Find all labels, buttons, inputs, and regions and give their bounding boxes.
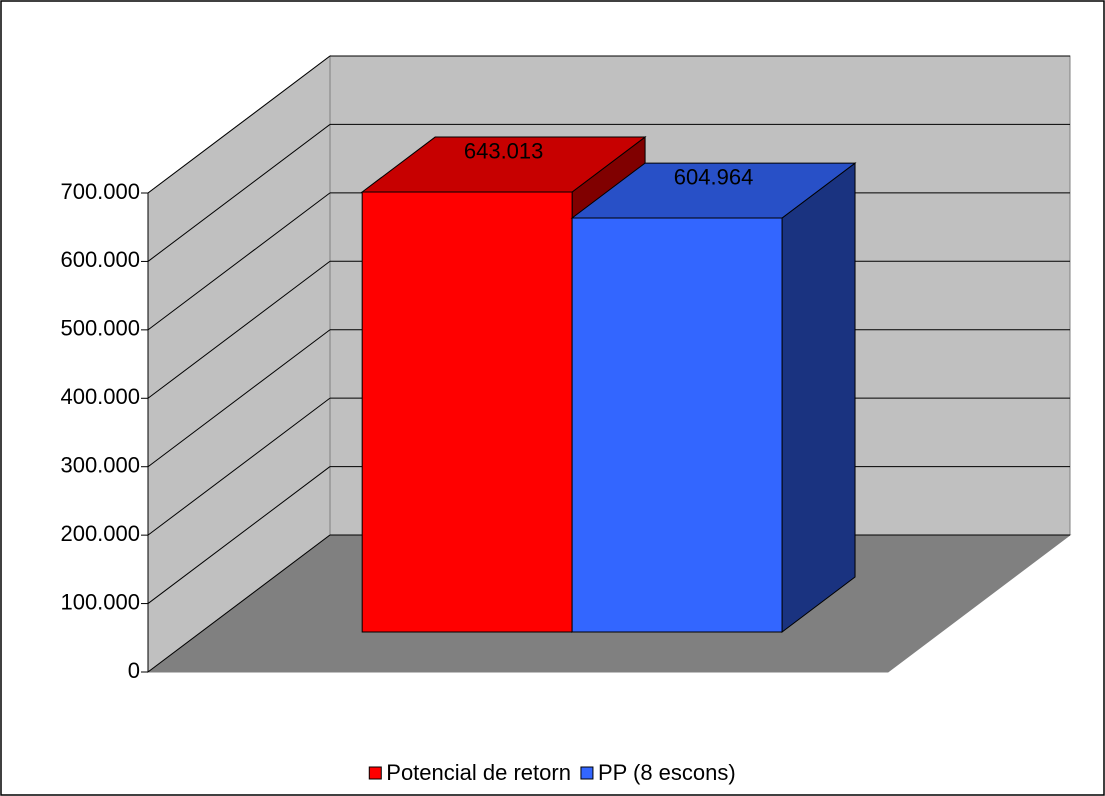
bar <box>571 217 783 633</box>
legend: Potencial de retorn PP (8 escons) <box>368 760 736 785</box>
grid-line <box>147 534 331 673</box>
y-tick-label: 400.000 <box>60 384 140 409</box>
y-tick-label: 500.000 <box>60 316 140 341</box>
y-tick-label: 600.000 <box>60 247 140 272</box>
value-label: 604.964 <box>674 164 754 189</box>
legend-label: PP (8 escons) <box>598 760 736 785</box>
grid-line <box>147 192 331 331</box>
legend-swatch <box>368 766 382 780</box>
y-tick-label: 200.000 <box>60 521 140 546</box>
grid-line <box>147 329 331 468</box>
y-tick-label: 100.000 <box>60 589 140 614</box>
grid-line <box>147 260 331 399</box>
bar-side <box>781 162 856 633</box>
bar <box>361 191 573 633</box>
y-tick-label: 0 <box>128 658 140 683</box>
legend-swatch <box>580 766 594 780</box>
legend-label: Potencial de retorn <box>386 760 571 785</box>
y-tick-label: 300.000 <box>60 453 140 478</box>
grid-line <box>147 124 331 262</box>
y-tick-label: 700.000 <box>60 179 140 204</box>
grid-line <box>147 397 331 536</box>
grid-line <box>147 55 331 194</box>
value-label: 643.013 <box>464 138 544 163</box>
grid-line <box>147 466 331 604</box>
